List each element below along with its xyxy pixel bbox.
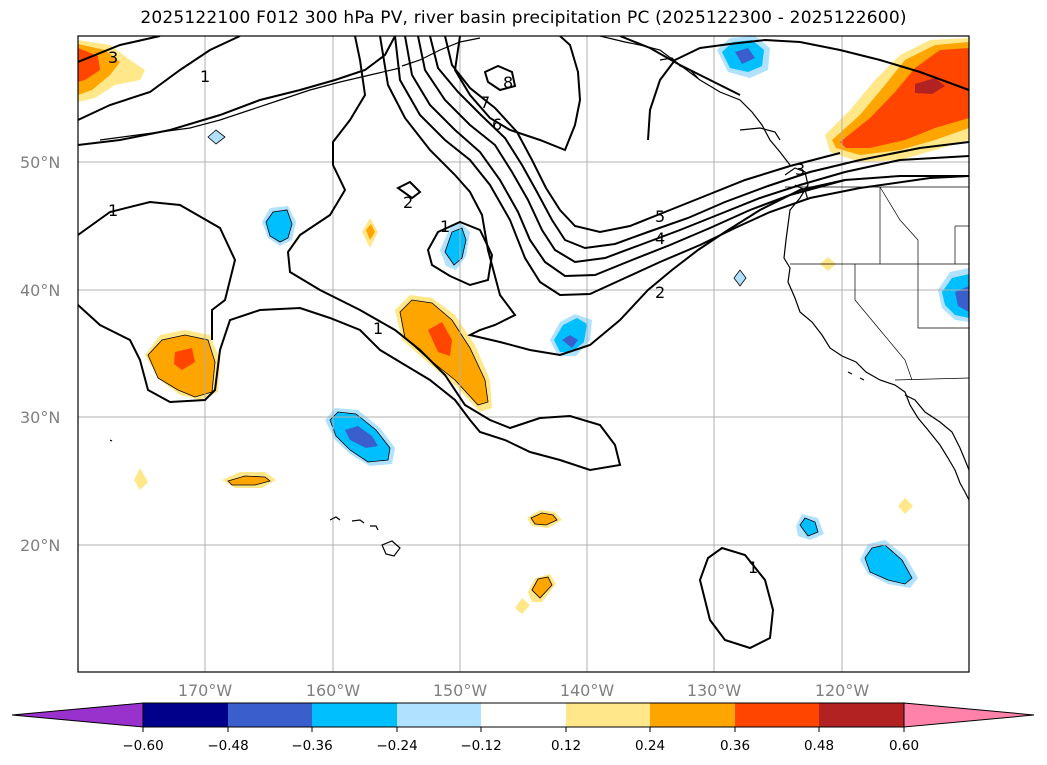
contour-label: 3	[108, 48, 118, 67]
contour-label: 2	[655, 283, 665, 302]
lon-label-150w: 150°W	[433, 681, 488, 700]
contour-labels: 3 1 8 7 6 2 1 1 5 4 3 2 1 1	[108, 48, 805, 577]
colorbar: −0.60 −0.48 −0.36 −0.24 −0.12 0.12 0.24 …	[11, 702, 1035, 754]
contour-label: 7	[480, 93, 490, 112]
colorbar-tick-label: 0.24	[635, 738, 665, 754]
contour-label: 1	[440, 217, 450, 236]
gridlines	[78, 36, 969, 672]
contour-label: 6	[492, 115, 502, 134]
contour-label: 1	[108, 201, 118, 220]
contour-label: 8	[503, 73, 513, 92]
map-title: 2025122100 F012 300 hPa PV, river basin …	[140, 8, 907, 28]
precip-negative-areas	[208, 36, 969, 588]
contour-label: 2	[403, 193, 413, 212]
lat-label-40n: 40°N	[20, 281, 60, 300]
lat-label-50n: 50°N	[20, 153, 60, 172]
contour-label: 1	[373, 319, 383, 338]
contour-label: 1	[200, 67, 210, 86]
colorbar-under-triangle	[11, 702, 144, 728]
map-frame	[77, 35, 970, 673]
colorbar-tick-label: 0.36	[720, 738, 750, 754]
colorbar-segment	[312, 703, 397, 727]
map-area: 3 1 8 7 6 2 1 1 5 4 3 2 1 1	[78, 36, 969, 672]
colorbar-tick-label: −0.24	[376, 738, 417, 754]
contour-label: 5	[655, 207, 665, 226]
colorbar-segment	[228, 703, 312, 727]
contour-label: 4	[655, 229, 665, 248]
precip-outlines	[147, 129, 913, 599]
colorbar-segment	[735, 703, 819, 727]
coastlines	[99, 36, 969, 557]
latitude-labels: 50°N 40°N 30°N 20°N	[20, 153, 60, 555]
colorbar-tick-label: −0.60	[122, 738, 163, 754]
colorbar-over-triangle	[903, 702, 1035, 728]
lon-label-170w: 170°W	[178, 681, 233, 700]
colorbar-segment	[566, 703, 650, 727]
colorbar-tick-label: 0.48	[804, 738, 834, 754]
lon-label-140w: 140°W	[560, 681, 615, 700]
contour-label: 3	[795, 160, 805, 179]
lon-label-130w: 130°W	[687, 681, 742, 700]
colorbar-tick-label: −0.48	[207, 738, 248, 754]
colorbar-segment	[650, 703, 735, 727]
pv-contours	[78, 36, 969, 650]
contour-label: 1	[748, 558, 758, 577]
colorbar-tick-label: −0.36	[291, 738, 332, 754]
political-borders	[785, 186, 969, 381]
colorbar-tick-label: −0.12	[460, 738, 501, 754]
colorbar-segment	[397, 703, 481, 727]
longitude-labels: 170°W 160°W 150°W 140°W 130°W 120°W	[178, 681, 870, 700]
lat-label-20n: 20°N	[20, 536, 60, 555]
colorbar-tick-label: 0.12	[551, 738, 581, 754]
lon-label-120w: 120°W	[815, 681, 870, 700]
colorbar-segment	[819, 703, 904, 727]
colorbar-tick-label: 0.60	[889, 738, 919, 754]
lat-label-30n: 30°N	[20, 408, 60, 427]
colorbar-segment	[481, 703, 566, 727]
lon-label-160w: 160°W	[306, 681, 361, 700]
colorbar-segment	[143, 703, 228, 727]
